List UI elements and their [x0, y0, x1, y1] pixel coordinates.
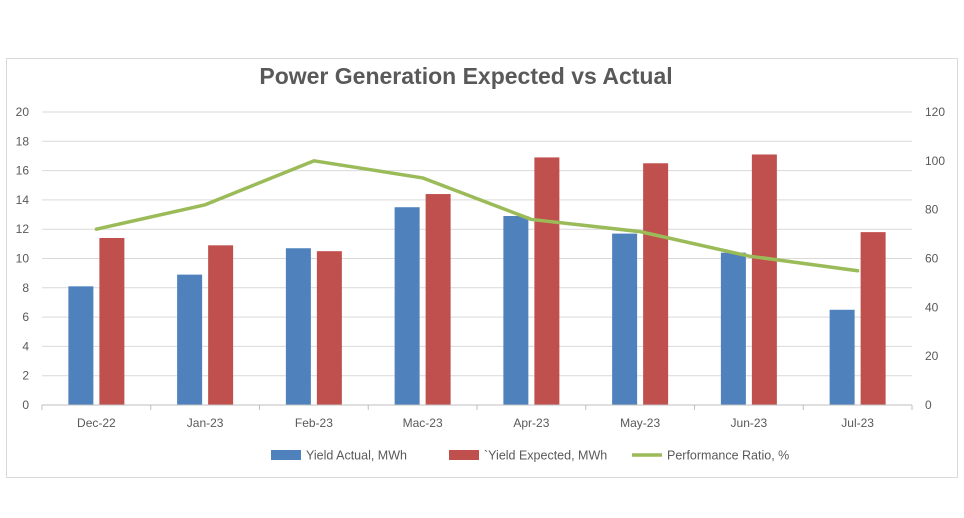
bar-expected: [860, 232, 886, 405]
bar-actual: [720, 252, 746, 405]
bar-expected: [751, 154, 777, 405]
right-tick-label: 80: [925, 203, 939, 217]
left-tick-label: 0: [22, 398, 29, 412]
right-tick-label: 100: [925, 154, 945, 168]
legend-label: `Yield Expected, MWh: [484, 449, 607, 463]
bar-actual: [503, 216, 529, 405]
performance-ratio-line: [94, 159, 860, 273]
x-tick-label: Jan-23: [187, 416, 224, 430]
bar-actual: [68, 286, 94, 405]
bar-actual: [829, 309, 855, 405]
left-tick-label: 18: [16, 134, 30, 148]
right-tick-label: 20: [925, 349, 939, 363]
x-tick-label: Apr-23: [513, 416, 549, 430]
bar-expected: [425, 194, 451, 405]
bar-actual: [177, 274, 203, 405]
bar-expected: [534, 157, 560, 405]
bar-actual: [285, 248, 311, 405]
x-tick-label: Jul-23: [841, 416, 874, 430]
x-tick-label: May-23: [620, 416, 660, 430]
bar-expected: [316, 251, 342, 405]
bar-expected: [643, 163, 669, 405]
left-tick-label: 2: [22, 369, 29, 383]
left-tick-label: 6: [22, 310, 29, 324]
legend-label: Yield Actual, MWh: [306, 449, 407, 463]
right-tick-label: 0: [925, 398, 932, 412]
x-tick-label: Feb-23: [295, 416, 333, 430]
x-tick-label: Jun-23: [731, 416, 768, 430]
left-tick-label: 16: [16, 164, 30, 178]
legend-swatch: [449, 450, 479, 460]
left-tick-label: 10: [16, 252, 30, 266]
gridlines: [42, 111, 912, 406]
left-tick-label: 8: [22, 281, 29, 295]
bar-actual: [394, 207, 420, 405]
right-tick-label: 40: [925, 300, 939, 314]
left-tick-label: 12: [16, 222, 30, 236]
right-tick-label: 60: [925, 252, 939, 266]
x-tick-label: Mac-23: [403, 416, 443, 430]
left-axis: 0 2 4 6 8 10 12 14 16 18 20: [16, 105, 30, 412]
right-tick-label: 120: [925, 105, 945, 119]
left-tick-label: 4: [22, 339, 29, 353]
bar-actual: [612, 233, 638, 405]
chart-title: Power Generation Expected vs Actual: [259, 63, 672, 89]
legend-label: Performance Ratio, %: [667, 449, 789, 463]
x-tick-label: Dec-22: [77, 416, 116, 430]
legend-swatch: [271, 450, 301, 460]
legend: Yield Actual, MWh `Yield Expected, MWh Per…: [271, 449, 789, 463]
chart-frame: [6, 58, 958, 478]
performance-line: [94, 159, 860, 273]
right-axis: 0 20 40 60 80 100 120: [925, 105, 945, 412]
bar-expected: [208, 245, 234, 405]
left-tick-label: 14: [16, 193, 30, 207]
left-tick-label: 20: [16, 105, 30, 119]
bars: [68, 154, 886, 405]
bar-expected: [99, 237, 125, 405]
x-axis: Dec-22 Jan-23 Feb-23 Mac-23 Apr-23 May-23 Jun-…: [41, 404, 913, 430]
